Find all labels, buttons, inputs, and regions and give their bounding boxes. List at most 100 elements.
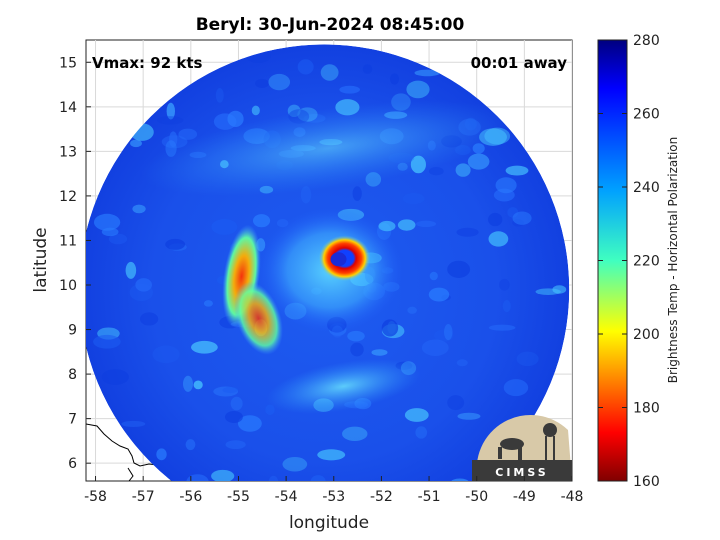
texture-cell — [488, 212, 503, 227]
texture-cell — [350, 342, 364, 357]
texture-cell — [503, 379, 529, 397]
texture-cell — [406, 80, 430, 99]
texture-cell — [512, 211, 532, 225]
texture-cell — [416, 220, 437, 228]
y-tick-label: 15 — [59, 55, 77, 71]
texture-cell — [156, 116, 184, 125]
texture-cell — [429, 271, 438, 281]
texture-cell — [224, 411, 243, 423]
texture-cell — [447, 395, 465, 411]
texture-cell — [132, 204, 146, 214]
texture-cell — [230, 396, 243, 411]
texture-cell — [352, 186, 362, 201]
texture-cell — [428, 287, 450, 302]
texture-cell — [507, 207, 519, 218]
texture-cell — [93, 213, 121, 231]
x-tick-label: -53 — [322, 489, 345, 505]
texture-cell — [371, 349, 388, 356]
texture-cell — [183, 375, 193, 392]
cimss-logo: CIMSS — [472, 414, 572, 481]
texture-cell — [193, 380, 203, 390]
texture-cell — [414, 69, 441, 77]
texture-cell — [310, 475, 326, 481]
texture-cell — [406, 505, 432, 518]
texture-cell — [191, 340, 218, 354]
south-rainband — [266, 359, 421, 414]
colorbar-tick-label: 160 — [633, 474, 660, 490]
texture-cell — [402, 193, 425, 205]
colorbar-tick-label: 200 — [633, 327, 660, 343]
x-tick-label: -49 — [513, 489, 536, 505]
texture-cell — [317, 449, 346, 461]
texture-cell — [130, 139, 142, 148]
time-away-label: 00:01 away — [471, 54, 568, 72]
texture-cell — [505, 165, 529, 176]
x-tick-label: -48 — [561, 489, 584, 505]
texture-cell — [297, 59, 314, 75]
x-axis-label: longitude — [289, 513, 369, 533]
texture-cell — [456, 359, 468, 367]
texture-cell — [135, 278, 152, 292]
texture-cell — [227, 110, 244, 127]
texture-cell — [415, 426, 428, 439]
vmax-label: Vmax: 92 kts — [92, 54, 202, 72]
outer-rainband — [140, 100, 517, 196]
texture-cell — [407, 306, 417, 314]
texture-cell — [390, 73, 400, 85]
texture-cell — [156, 448, 167, 461]
x-tick-label: -56 — [179, 489, 202, 505]
texture-cell — [222, 386, 239, 394]
texture-cell — [166, 102, 176, 120]
texture-cell — [421, 339, 449, 356]
texture-cell — [108, 233, 128, 245]
texture-cell — [185, 439, 196, 451]
texture-cell — [488, 231, 509, 247]
y-tick-label: 8 — [68, 367, 77, 383]
texture-cell — [347, 330, 365, 342]
colorbar-tick-label: 220 — [633, 254, 660, 270]
y-axis-label: latitude — [31, 227, 51, 292]
texture-cell — [488, 324, 516, 331]
texture-cell — [101, 369, 129, 385]
logo-text: CIMSS — [495, 466, 548, 479]
texture-cell — [186, 474, 209, 481]
texture-cell — [502, 300, 511, 313]
texture-cell — [255, 78, 269, 88]
y-tick-label: 6 — [68, 456, 77, 472]
texture-cell — [339, 85, 360, 94]
texture-cell — [516, 351, 539, 367]
texture-cell — [268, 73, 291, 91]
x-axis-ticks: -58 -57 -56 -55 -54 -53 -52 -51 -50 -49 -48 — [84, 476, 583, 505]
texture-cell — [282, 457, 308, 472]
colorbar-tick-label: 240 — [633, 180, 660, 196]
y-tick-label: 11 — [59, 233, 77, 249]
x-tick-label: -54 — [275, 489, 298, 505]
storm-eye — [330, 252, 347, 267]
x-tick-label: -58 — [84, 489, 107, 505]
texture-cell — [215, 87, 224, 103]
texture-cell — [320, 64, 339, 81]
texture-cell — [211, 218, 238, 235]
texture-cell — [203, 300, 213, 307]
texture-cell — [362, 64, 373, 74]
texture-cell — [251, 105, 260, 116]
colorbar-tick-label: 280 — [633, 33, 660, 49]
water-tower-icon — [543, 423, 557, 437]
texture-cell — [450, 478, 469, 481]
texture-cell — [499, 278, 510, 291]
texture-cell — [342, 426, 368, 442]
texture-cell — [495, 177, 517, 194]
texture-cell — [165, 238, 186, 250]
texture-cell — [211, 469, 235, 481]
texture-cell — [443, 324, 453, 341]
colorbar-label: Brightness Temp - Horizontal Polarizatio… — [666, 137, 680, 384]
texture-cell — [93, 334, 121, 349]
texture-cell — [252, 214, 271, 228]
x-tick-label: -51 — [418, 489, 441, 505]
y-axis-ticks: 6 7 8 9 10 11 12 13 14 15 — [59, 55, 91, 472]
y-tick-label: 14 — [59, 100, 77, 116]
texture-cell — [512, 219, 524, 227]
texture-cell — [265, 404, 275, 415]
x-tick-label: -57 — [132, 489, 155, 505]
